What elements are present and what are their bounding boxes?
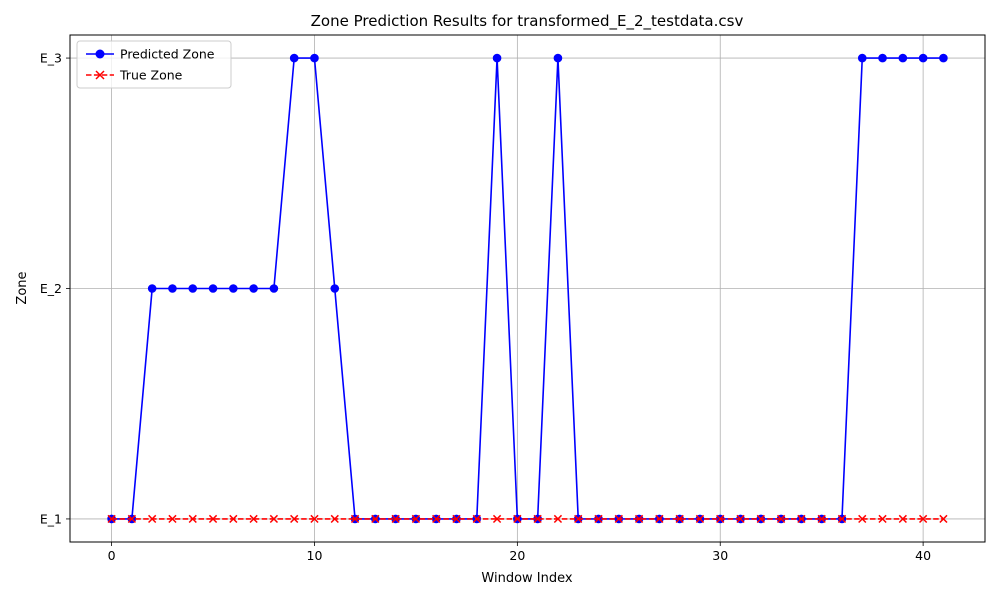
- data-point: [574, 514, 583, 524]
- data-point: [898, 514, 907, 524]
- data-point: [533, 514, 542, 524]
- data-point: [208, 514, 218, 524]
- data-point: [513, 514, 522, 524]
- x-axis-label: Window Index: [481, 571, 572, 586]
- legend-true-marker: [95, 70, 105, 80]
- data-point: [188, 514, 197, 524]
- y-tick-label: E_2: [40, 281, 62, 296]
- data-point: [350, 514, 360, 524]
- data-point: [939, 514, 948, 524]
- data-point: [127, 514, 137, 524]
- data-point: [289, 53, 299, 63]
- data-point: [188, 284, 198, 293]
- y-axis-label: Zone: [15, 271, 30, 304]
- data-point: [208, 284, 218, 293]
- data-point: [330, 284, 340, 293]
- data-point: [107, 514, 116, 524]
- chart-title: Zone Prediction Results for transformed_…: [311, 12, 744, 31]
- data-point: [168, 514, 177, 524]
- data-point: [148, 514, 157, 524]
- data-point: [898, 53, 908, 63]
- data-point: [756, 514, 765, 524]
- data-point: [147, 284, 157, 293]
- data-point: [269, 514, 279, 524]
- data-point: [614, 514, 623, 524]
- data-point: [837, 514, 847, 524]
- x-tick-label: 40: [915, 548, 931, 563]
- data-point: [229, 284, 238, 293]
- data-point: [594, 514, 603, 524]
- data-point: [716, 514, 725, 524]
- y-tick-label: E_1: [40, 511, 62, 526]
- series-true-zone: [107, 514, 948, 524]
- series-layer: [107, 53, 948, 524]
- legend-predicted-label: Predicted Zone: [120, 47, 215, 62]
- data-point: [269, 284, 279, 293]
- data-point: [452, 514, 461, 524]
- data-point: [675, 514, 684, 524]
- legend: Predicted Zone True Zone: [76, 40, 232, 89]
- x-tick-label: 10: [307, 548, 323, 563]
- data-point: [432, 514, 441, 524]
- data-point: [634, 514, 644, 524]
- data-point: [290, 514, 299, 524]
- data-point: [553, 514, 563, 524]
- y-tick-label: E_3: [40, 51, 62, 66]
- data-point: [817, 514, 826, 524]
- data-point: [553, 53, 563, 63]
- data-point: [249, 514, 258, 524]
- data-point: [492, 514, 502, 524]
- data-point: [411, 514, 421, 524]
- data-point: [878, 53, 887, 63]
- legend-box: [76, 40, 232, 89]
- data-point: [310, 53, 319, 63]
- data-point: [736, 514, 745, 524]
- data-point: [310, 514, 319, 524]
- data-point: [391, 514, 400, 524]
- x-tick-label: 0: [108, 548, 116, 563]
- data-point: [695, 514, 705, 524]
- data-point: [330, 514, 339, 524]
- data-point: [492, 53, 502, 63]
- data-point: [878, 514, 887, 524]
- data-point: [858, 514, 867, 524]
- data-point: [776, 514, 786, 524]
- data-point: [371, 514, 380, 524]
- x-ticks: 0 10 20 30 40: [108, 542, 931, 563]
- x-tick-label: 30: [712, 548, 728, 563]
- data-point: [472, 514, 481, 524]
- legend-predicted-marker: [95, 49, 105, 59]
- data-point: [655, 514, 664, 524]
- data-point: [249, 284, 258, 293]
- y-ticks: E_1 E_2 E_3: [40, 51, 70, 526]
- data-point: [797, 514, 806, 524]
- data-point: [229, 514, 238, 524]
- data-point: [939, 53, 948, 63]
- legend-true-label: True Zone: [119, 68, 183, 83]
- x-tick-label: 20: [509, 548, 525, 563]
- data-point: [918, 514, 928, 524]
- data-point: [918, 53, 928, 63]
- data-point: [857, 53, 867, 63]
- data-point: [168, 284, 177, 293]
